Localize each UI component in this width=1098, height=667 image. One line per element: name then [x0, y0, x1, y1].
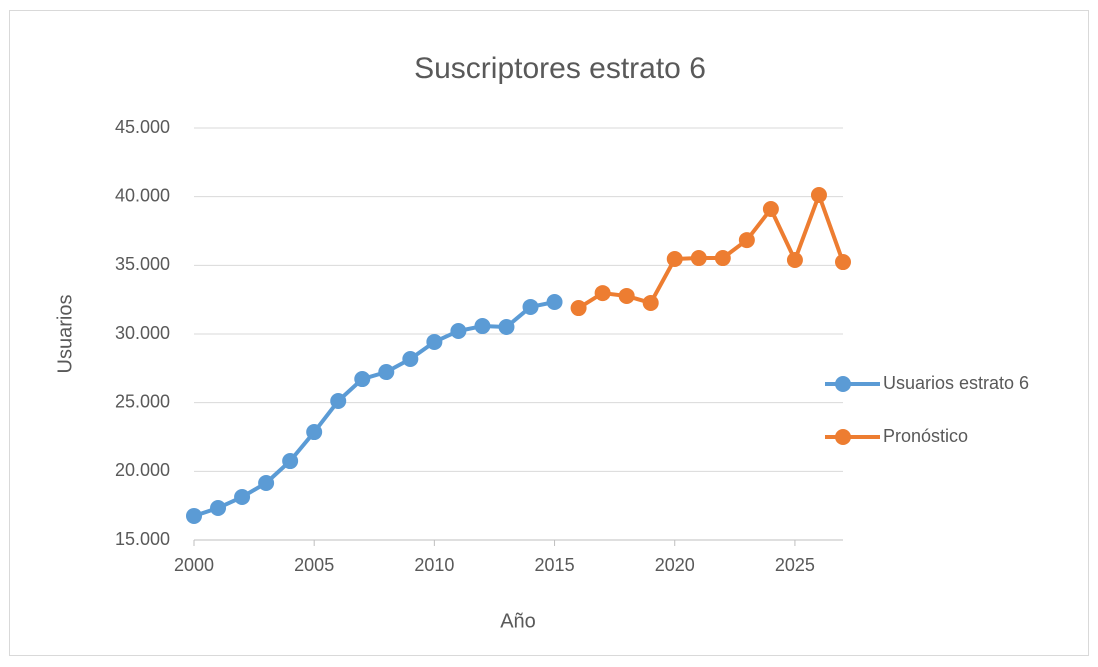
data-point: [210, 500, 227, 517]
data-point: [186, 507, 202, 524]
data-point: [594, 285, 611, 302]
data-point: [835, 254, 851, 271]
y-axis-label: Usuarios: [54, 295, 76, 374]
x-tick-label: 2000: [174, 555, 214, 575]
data-point: [282, 453, 299, 470]
x-tick-label: 2010: [414, 555, 454, 575]
data-point: [474, 318, 491, 335]
data-point: [570, 300, 587, 317]
y-tick-label: 45.000: [115, 117, 170, 137]
data-point: [258, 475, 275, 492]
x-axis-label: Año: [500, 610, 536, 632]
data-point: [786, 251, 803, 268]
data-point: [330, 393, 347, 410]
legend-marker: [835, 376, 851, 392]
data-point: [690, 250, 707, 267]
data-point: [354, 371, 371, 388]
x-tick-label: 2005: [294, 555, 334, 575]
y-tick-label: 20.000: [115, 460, 170, 480]
series-line: [193, 300, 555, 518]
y-tick-label: 25.000: [115, 391, 170, 411]
data-point: [522, 298, 539, 315]
legend-label: Pronóstico: [883, 426, 968, 446]
data-point: [426, 333, 443, 350]
data-point: [378, 364, 395, 381]
y-tick-label: 30.000: [115, 323, 170, 343]
data-point: [450, 322, 467, 339]
data-point: [498, 318, 515, 335]
data-point: [402, 350, 419, 367]
chart-title: Suscriptores estrato 6: [414, 52, 706, 85]
y-tick-label: 15.000: [115, 529, 170, 549]
x-tick-label: 2025: [775, 555, 815, 575]
y-tick-label: 35.000: [115, 254, 170, 274]
data-point: [306, 424, 323, 441]
x-tick-label: 2020: [655, 555, 695, 575]
data-point: [738, 232, 755, 249]
legend-label: Usuarios estrato 6: [883, 373, 1029, 393]
data-point: [810, 187, 827, 204]
data-point: [666, 251, 683, 268]
x-tick-label: 2015: [535, 555, 575, 575]
chart-border: [9, 10, 1089, 656]
data-point: [234, 489, 251, 506]
data-point: [762, 201, 779, 218]
data-point: [714, 250, 731, 267]
data-point: [546, 294, 563, 311]
data-point: [642, 294, 659, 311]
y-tick-label: 40.000: [115, 185, 170, 205]
legend-marker: [835, 429, 851, 445]
data-point: [618, 287, 635, 304]
